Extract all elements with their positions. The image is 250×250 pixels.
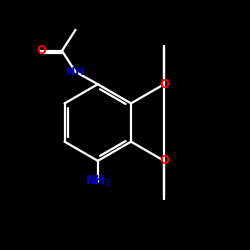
- Text: O: O: [159, 154, 169, 167]
- Text: O: O: [36, 44, 46, 57]
- Text: O: O: [159, 78, 169, 91]
- Text: NH$_2$: NH$_2$: [85, 174, 111, 190]
- Text: NH: NH: [66, 67, 85, 77]
